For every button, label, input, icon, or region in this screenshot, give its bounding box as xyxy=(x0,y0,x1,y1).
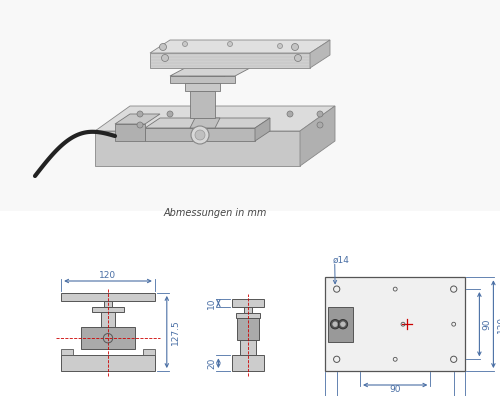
Polygon shape xyxy=(170,76,235,83)
Polygon shape xyxy=(115,124,145,141)
Bar xyxy=(92,307,124,312)
Polygon shape xyxy=(145,128,255,141)
Circle shape xyxy=(294,55,302,61)
Bar xyxy=(0,0,500,211)
Bar xyxy=(236,313,260,318)
Bar xyxy=(328,307,353,342)
Circle shape xyxy=(137,122,143,128)
Bar xyxy=(143,349,155,355)
Circle shape xyxy=(317,122,323,128)
Circle shape xyxy=(191,126,209,144)
Bar xyxy=(240,340,256,355)
Text: 120: 120 xyxy=(100,272,116,280)
Circle shape xyxy=(292,44,298,51)
Circle shape xyxy=(182,42,188,46)
Polygon shape xyxy=(185,83,220,91)
Circle shape xyxy=(167,111,173,117)
Bar xyxy=(80,327,136,349)
Circle shape xyxy=(160,44,166,51)
Circle shape xyxy=(162,55,168,61)
Circle shape xyxy=(278,44,282,48)
Text: 20: 20 xyxy=(207,358,216,369)
Polygon shape xyxy=(115,114,160,124)
Polygon shape xyxy=(190,91,215,118)
Text: ø14: ø14 xyxy=(332,256,349,265)
Bar xyxy=(237,318,259,340)
Bar xyxy=(232,299,264,307)
Bar xyxy=(61,293,155,301)
Circle shape xyxy=(317,111,323,117)
Circle shape xyxy=(137,111,143,117)
Bar xyxy=(61,355,155,371)
Circle shape xyxy=(228,42,232,46)
Polygon shape xyxy=(150,53,310,68)
Bar xyxy=(104,301,112,307)
Circle shape xyxy=(338,320,347,329)
Text: 90: 90 xyxy=(482,318,491,330)
Circle shape xyxy=(287,111,293,117)
Bar xyxy=(325,278,466,371)
Polygon shape xyxy=(190,118,220,128)
Bar xyxy=(101,312,115,327)
Polygon shape xyxy=(95,106,335,131)
Circle shape xyxy=(330,320,340,329)
Text: 10: 10 xyxy=(207,297,216,309)
Bar xyxy=(61,349,73,355)
Bar xyxy=(244,307,252,313)
Polygon shape xyxy=(95,131,300,166)
Polygon shape xyxy=(255,118,270,141)
Circle shape xyxy=(340,322,345,327)
Polygon shape xyxy=(300,106,335,166)
Text: 127.5: 127.5 xyxy=(172,319,180,345)
Circle shape xyxy=(195,130,205,140)
Circle shape xyxy=(333,322,338,327)
Text: Abmessungen in mm: Abmessungen in mm xyxy=(164,208,266,218)
Polygon shape xyxy=(145,118,270,128)
Text: 90: 90 xyxy=(390,385,401,394)
Polygon shape xyxy=(185,76,225,83)
Polygon shape xyxy=(310,40,330,68)
Text: 120: 120 xyxy=(497,316,500,333)
Polygon shape xyxy=(170,68,250,76)
Polygon shape xyxy=(150,40,330,53)
Bar xyxy=(232,355,264,371)
